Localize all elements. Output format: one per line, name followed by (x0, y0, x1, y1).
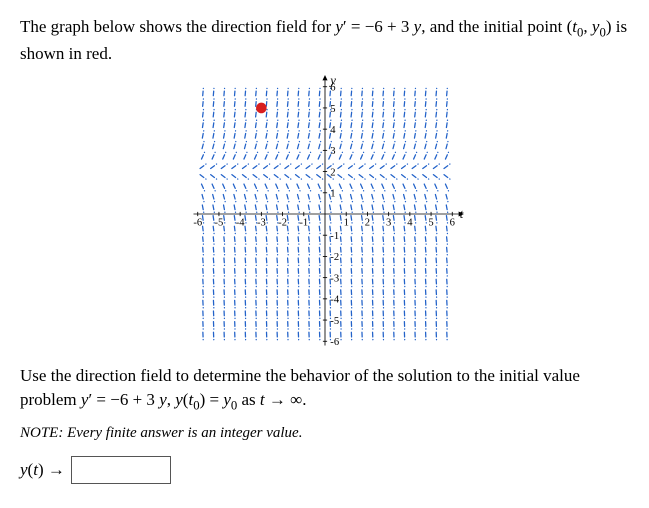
svg-text:1: 1 (343, 218, 348, 229)
svg-text:-1: -1 (299, 218, 308, 229)
svg-text:-6: -6 (193, 218, 202, 229)
svg-text:y: y (328, 74, 336, 88)
svg-text:-5: -5 (330, 316, 339, 327)
svg-text:-5: -5 (214, 218, 223, 229)
svg-text:3: 3 (385, 218, 390, 229)
svg-text:-4: -4 (235, 218, 245, 229)
svg-text:4: 4 (407, 218, 413, 229)
svg-text:-1: -1 (330, 231, 339, 242)
svg-text:-3: -3 (330, 273, 339, 284)
intro-text: The graph below shows the direction fiel… (20, 15, 629, 66)
svg-text:4: 4 (330, 125, 336, 136)
instruction-text: Use the direction field to determine the… (20, 364, 629, 415)
direction-field-graph: -6-5-4-3-2-1123456-6-5-4-3-2-1123456ty (20, 74, 629, 359)
svg-text:t: t (459, 207, 463, 221)
svg-text:1: 1 (330, 189, 335, 200)
svg-text:5: 5 (428, 218, 433, 229)
note-text: NOTE: Every finite answer is an integer … (20, 425, 629, 442)
svg-text:5: 5 (330, 104, 335, 115)
svg-text:-2: -2 (330, 252, 339, 263)
svg-text:-3: -3 (256, 218, 265, 229)
svg-text:3: 3 (330, 146, 335, 157)
answer-input[interactable] (71, 456, 171, 484)
svg-text:-6: -6 (330, 337, 339, 348)
svg-text:-4: -4 (330, 295, 340, 306)
svg-text:-2: -2 (278, 218, 287, 229)
svg-text:6: 6 (449, 218, 454, 229)
answer-row: y(t) → (20, 456, 629, 484)
svg-text:2: 2 (364, 218, 369, 229)
svg-text:2: 2 (330, 167, 335, 178)
answer-prefix: y(t) → (20, 460, 65, 480)
